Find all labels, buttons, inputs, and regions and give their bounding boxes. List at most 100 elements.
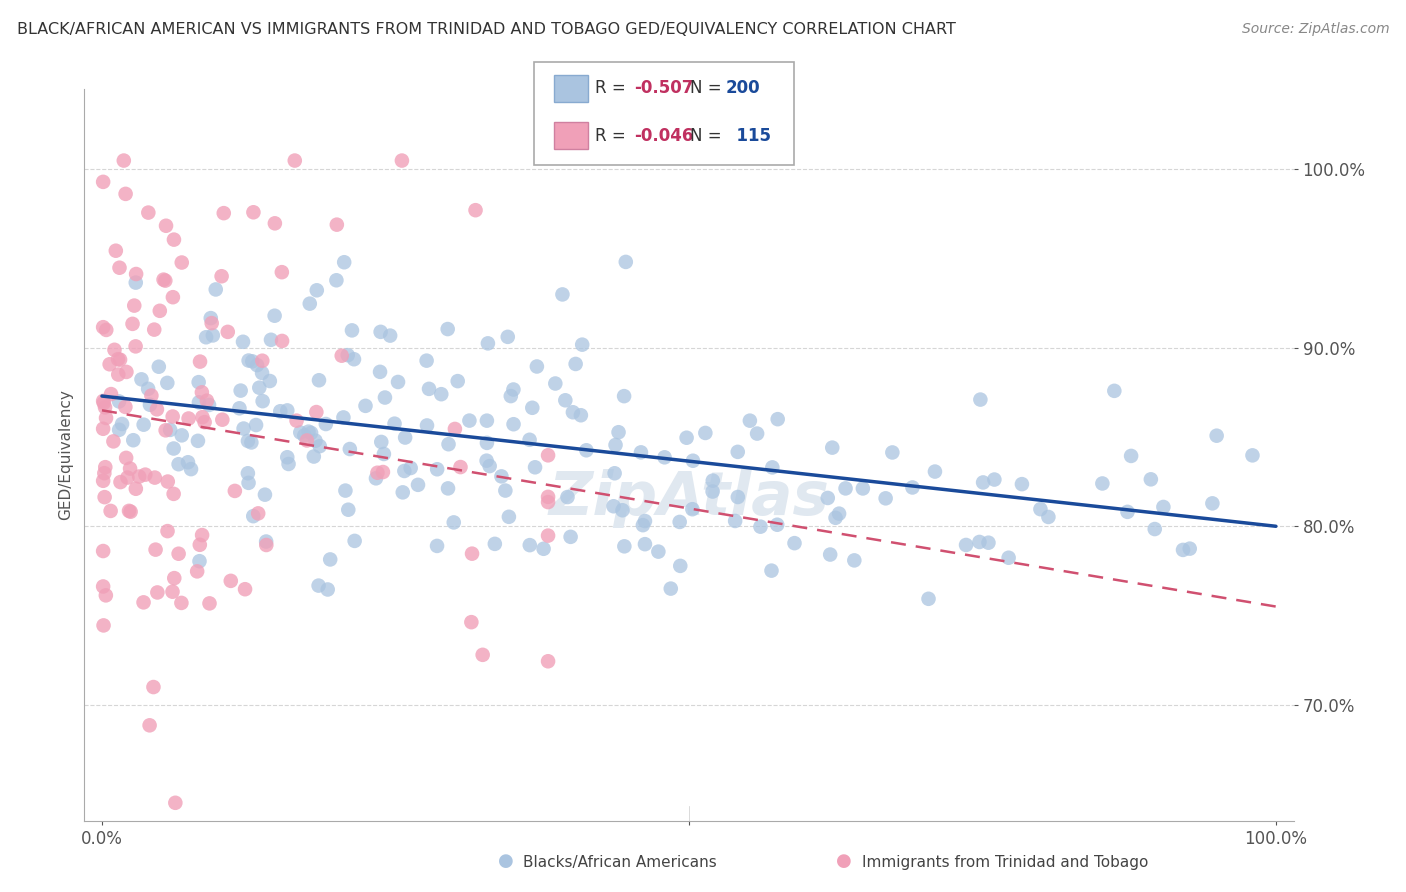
Point (155, 423, 177, 437)
Point (502, 417, 524, 432)
Point (145, 542, 167, 557)
Point (269, 404, 291, 418)
Point (177, 411, 200, 425)
Point (122, 434, 145, 448)
Point (110, 475, 132, 489)
Point (969, 535, 991, 549)
Point (738, 414, 761, 428)
Point (305, 405, 328, 419)
Point (460, 615, 482, 629)
Point (478, 458, 501, 473)
Point (91, 320, 114, 334)
Point (659, 582, 682, 596)
Point (333, 255, 356, 269)
Point (100, 387, 122, 401)
Point (277, 457, 299, 471)
Point (191, 385, 214, 400)
Point (571, 337, 593, 351)
Point (187, 395, 209, 409)
Text: Immigrants from Trinidad and Tobago: Immigrants from Trinidad and Tobago (862, 855, 1149, 870)
Point (232, 421, 254, 435)
Point (104, 244, 127, 258)
Point (232, 334, 254, 349)
Point (997, 550, 1019, 565)
Point (195, 330, 218, 344)
Point (605, 438, 627, 452)
Point (115, 450, 138, 465)
Point (91, 579, 114, 593)
Point (343, 533, 366, 548)
Point (107, 368, 129, 382)
Point (491, 469, 513, 483)
Point (724, 514, 747, 528)
Point (163, 571, 186, 585)
Point (298, 296, 321, 310)
Point (131, 372, 153, 386)
Point (295, 434, 318, 448)
Point (108, 260, 131, 275)
Point (447, 374, 470, 388)
Point (91, 394, 114, 409)
Point (560, 530, 582, 544)
Point (108, 352, 131, 367)
Point (533, 541, 555, 556)
Point (141, 388, 163, 402)
Point (399, 461, 422, 475)
Point (1143, 522, 1166, 536)
Point (194, 415, 217, 429)
Text: ●: ● (498, 852, 515, 870)
Text: N =: N = (690, 127, 727, 145)
Point (475, 436, 498, 450)
Point (236, 434, 259, 448)
Point (204, 282, 226, 296)
Point (299, 425, 322, 440)
Point (406, 478, 429, 492)
Point (93, 490, 115, 504)
Point (152, 272, 174, 286)
Point (654, 450, 676, 465)
Point (118, 504, 141, 518)
Point (519, 538, 541, 552)
Point (285, 414, 308, 428)
Point (236, 467, 259, 481)
Point (162, 487, 184, 501)
Point (852, 482, 875, 496)
Point (238, 353, 260, 368)
Point (156, 475, 179, 489)
Point (394, 431, 416, 445)
Point (551, 287, 574, 301)
Point (681, 502, 703, 516)
Point (461, 547, 484, 561)
Point (195, 393, 218, 408)
Point (238, 475, 260, 490)
Point (134, 467, 156, 482)
Point (416, 418, 439, 433)
Text: R =: R = (595, 79, 631, 97)
Point (271, 334, 294, 348)
Text: Blacks/African Americans: Blacks/African Americans (523, 855, 717, 870)
Point (188, 538, 211, 552)
Point (537, 654, 560, 668)
Point (112, 153, 135, 168)
Point (437, 482, 460, 496)
Point (498, 509, 520, 524)
Point (276, 450, 298, 465)
Point (818, 548, 841, 562)
Point (316, 582, 339, 597)
Point (201, 316, 224, 330)
Point (1171, 542, 1194, 557)
Point (702, 484, 724, 499)
Point (387, 375, 409, 389)
Point (254, 534, 277, 549)
Point (276, 403, 298, 417)
Point (484, 537, 506, 551)
Point (824, 510, 846, 524)
Point (828, 507, 851, 521)
Point (115, 365, 138, 379)
Point (219, 574, 242, 588)
Point (749, 519, 772, 533)
Point (139, 398, 162, 412)
Point (844, 553, 866, 567)
Point (426, 539, 449, 553)
Point (212, 206, 235, 220)
